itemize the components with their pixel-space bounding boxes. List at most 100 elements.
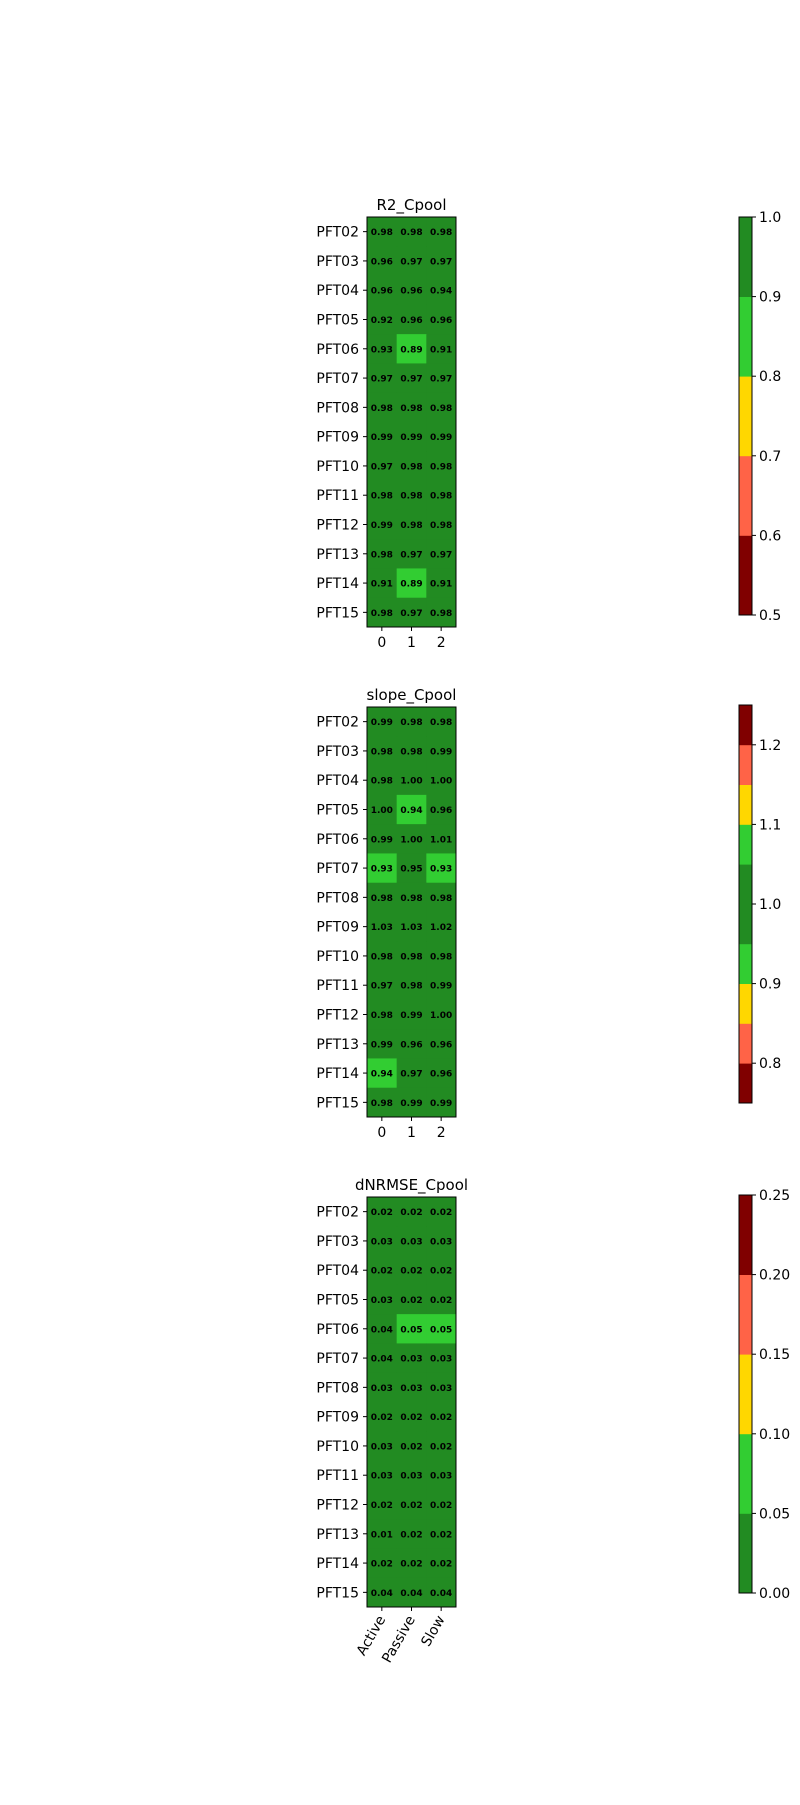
cell-value-label: 0.98 <box>400 952 422 962</box>
y-tick-label: PFT02 <box>316 715 359 731</box>
heatmap-cell <box>396 422 427 452</box>
heatmap-cell <box>426 480 457 511</box>
heatmap-cell <box>367 217 398 247</box>
cell-value-label: 0.97 <box>400 257 422 267</box>
heatmap-cell <box>396 824 427 854</box>
heatmap-cell <box>367 1255 398 1286</box>
colorbar-segment <box>739 1513 752 1594</box>
colorbar-segment <box>739 1063 752 1104</box>
cell-value-label: 0.97 <box>430 257 452 267</box>
x-tick-label: 0 <box>377 1125 386 1141</box>
heatmap-cell <box>396 509 427 540</box>
cell-value-label: 1.00 <box>400 777 422 787</box>
heatmap-cell <box>367 422 398 452</box>
colorbar-tick-label: 0.25 <box>759 1188 790 1204</box>
heatmap-cell <box>367 392 398 423</box>
colorbar-tick-label: 1.0 <box>759 897 781 913</box>
heatmap-cell <box>367 794 398 825</box>
cell-value-label: 0.03 <box>371 1296 393 1306</box>
colorbar: 0.5 0.6 0.7 0.8 0.9 1.0 <box>738 210 781 624</box>
panel-title: dNRMSE_Cpool <box>355 1176 468 1195</box>
heatmap-cell <box>396 1431 427 1461</box>
x-tick-label: 2 <box>437 1125 446 1141</box>
heatmap-cell <box>367 1372 398 1403</box>
heatmap-cell <box>367 707 398 737</box>
heatmap-cell <box>367 1402 398 1432</box>
heatmap-cell <box>396 246 427 276</box>
y-tick-label: PFT09 <box>316 920 359 936</box>
colorbar-tick-label: 0.8 <box>759 369 781 385</box>
heatmap-cell <box>396 794 427 825</box>
colorbar: 0.00 0.05 0.10 0.15 0.20 0.25 <box>738 1188 790 1602</box>
cell-value-label: 0.03 <box>371 1237 393 1247</box>
cell-value-label: 0.91 <box>430 580 452 590</box>
cell-value-label: 1.00 <box>371 806 393 816</box>
y-tick-label: PFT09 <box>316 430 359 446</box>
heatmap-cell <box>396 568 427 599</box>
heatmap-cell <box>396 882 427 913</box>
heatmap-cell <box>426 1029 457 1059</box>
heatmap-cell <box>396 707 427 737</box>
cell-value-label: 0.96 <box>430 316 452 326</box>
cell-value-label: 0.99 <box>430 1099 452 1109</box>
heatmap-cell <box>396 1255 427 1286</box>
cell-value-label: 0.98 <box>430 462 452 472</box>
heatmap-cell <box>426 882 457 913</box>
heatmap-cell <box>396 1197 427 1227</box>
y-tick-label: PFT04 <box>316 773 359 789</box>
heatmap-cell <box>396 539 427 569</box>
heatmap-cell <box>367 970 398 1001</box>
cell-value-label: 0.03 <box>400 1384 422 1394</box>
cell-value-label: 0.98 <box>400 462 422 472</box>
y-tick-label: PFT02 <box>316 225 359 241</box>
y-tick-label: PFT12 <box>316 1498 359 1514</box>
cell-value-label: 0.04 <box>371 1325 393 1335</box>
heatmap-cell <box>396 1226 427 1256</box>
colorbar: 0.8 0.9 1.0 1.1 1.2 <box>738 704 781 1104</box>
cell-value-label: 0.91 <box>430 345 452 355</box>
heatmap-cell <box>426 304 457 335</box>
heatmap-cell <box>396 941 427 971</box>
cell-value-label: 0.96 <box>400 1040 422 1050</box>
heatmap-cell <box>396 1029 427 1059</box>
colorbar-frame <box>738 1194 753 1594</box>
cell-value-label: 0.05 <box>400 1325 422 1335</box>
heatmap-cell <box>367 1029 398 1059</box>
y-tick-label: PFT10 <box>316 949 359 965</box>
cell-value-label: 0.98 <box>400 228 422 238</box>
cell-value-label: 0.02 <box>371 1267 393 1277</box>
cell-value-label: 0.98 <box>371 747 393 757</box>
heatmap-cell <box>367 1519 398 1549</box>
cell-value-label: 0.98 <box>371 228 393 238</box>
cell-value-label: 0.02 <box>400 1208 422 1218</box>
colorbar-tick-label: 1.1 <box>759 817 781 833</box>
cell-value-label: 0.04 <box>430 1589 452 1599</box>
x-tick-label: 0 <box>377 635 386 651</box>
heatmap-cell <box>426 765 457 796</box>
colorbar-segment <box>739 376 752 457</box>
heatmap-cell <box>367 304 398 335</box>
cell-value-label: 0.02 <box>430 1442 452 1452</box>
cell-value-label: 0.05 <box>430 1325 452 1335</box>
y-tick-label: PFT05 <box>316 1293 359 1309</box>
cell-value-label: 0.98 <box>371 894 393 904</box>
cell-value-label: 0.99 <box>371 718 393 728</box>
cell-value-label: 0.93 <box>371 865 393 875</box>
cell-value-label: 0.99 <box>430 982 452 992</box>
heatmap-cell <box>367 597 398 628</box>
y-tick-label: PFT03 <box>316 254 359 270</box>
heatmap-cell <box>367 882 398 913</box>
cell-value-label: 0.94 <box>430 287 452 297</box>
cell-value-label: 0.02 <box>430 1267 452 1277</box>
heatmap-cell <box>426 912 457 942</box>
cell-value-label: 0.98 <box>400 982 422 992</box>
cell-value-label: 0.98 <box>400 718 422 728</box>
x-tick-label: 1 <box>407 1125 416 1141</box>
cell-value-label: 0.99 <box>371 1040 393 1050</box>
heatmap-cell <box>426 539 457 569</box>
heatmap-cell <box>426 217 457 247</box>
cell-value-label: 0.98 <box>430 404 452 414</box>
y-tick-label: PFT10 <box>316 1439 359 1455</box>
cell-value-label: 0.03 <box>400 1237 422 1247</box>
